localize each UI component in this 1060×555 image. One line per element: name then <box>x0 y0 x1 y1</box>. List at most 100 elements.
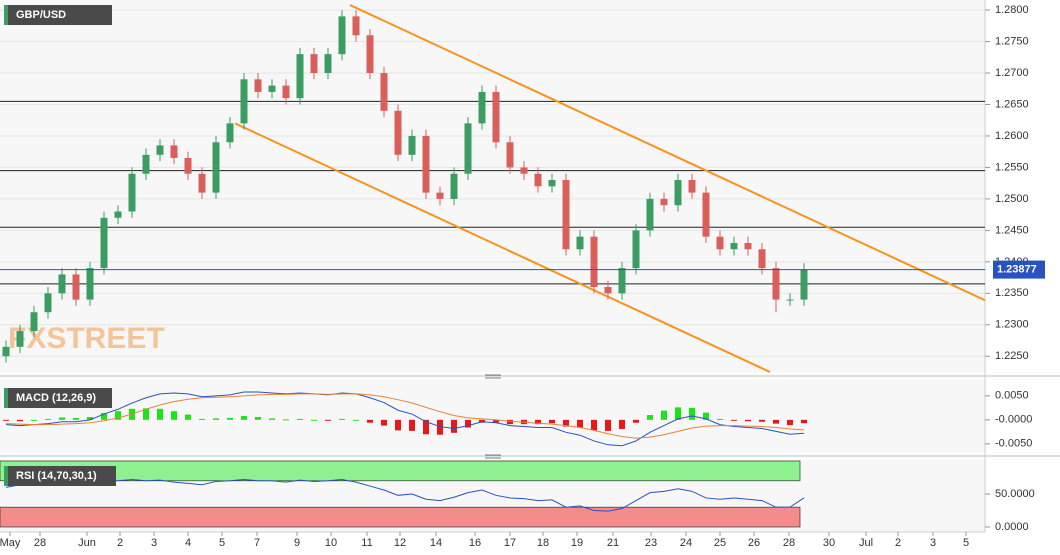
histogram-bar <box>185 414 191 420</box>
candle-body <box>366 35 374 74</box>
histogram-bar <box>3 419 9 421</box>
candle-body <box>72 274 80 300</box>
histogram-bar <box>689 407 695 420</box>
x-tick-label: 14 <box>430 537 442 549</box>
histogram-bar <box>661 410 667 420</box>
histogram-bar <box>703 412 709 420</box>
candle-body <box>436 192 444 199</box>
rsi-band <box>0 460 801 482</box>
histogram-bar <box>353 419 359 421</box>
candle-body <box>800 269 808 300</box>
candle-body <box>184 157 192 174</box>
candle-body <box>730 242 738 250</box>
indicator-label: RSI (14,70,30,1) <box>16 470 97 482</box>
candle-body <box>646 198 654 231</box>
candle-body <box>506 142 514 168</box>
x-tick-label: 2 <box>117 537 123 549</box>
candle-body <box>324 54 332 74</box>
y-tick-label: 1.2600 <box>995 130 1029 142</box>
candle-body <box>562 180 570 250</box>
histogram-bar <box>801 419 807 424</box>
candle-body <box>744 242 752 250</box>
x-tick-label: 11 <box>361 537 372 549</box>
histogram-bar <box>451 419 457 433</box>
trend-line <box>234 122 771 373</box>
x-tick-label: 18 <box>537 537 549 549</box>
candle-body <box>128 173 136 212</box>
y-tick-label: 1.2750 <box>995 35 1029 47</box>
y-tick-label: 1.2800 <box>995 4 1029 16</box>
histogram-bar <box>549 419 555 424</box>
x-tick-label: 10 <box>325 537 337 549</box>
x-tick-label: 3 <box>930 537 936 549</box>
x-tick-label: 26 <box>748 537 760 549</box>
candle-body <box>534 173 542 187</box>
histogram-bar <box>59 417 65 420</box>
histogram-bar <box>493 419 499 423</box>
price-pane <box>0 0 985 372</box>
histogram-bar <box>199 418 205 420</box>
x-tick-label: 5 <box>219 537 225 549</box>
y-tick-label: 0.0000 <box>995 521 1029 533</box>
y-tick-label: 1.2500 <box>995 193 1029 205</box>
histogram-bar <box>101 413 107 420</box>
y-tick-label: 1.2250 <box>995 350 1029 362</box>
candle-body <box>44 293 52 313</box>
histogram-bar <box>745 419 751 422</box>
candle-body <box>590 236 598 288</box>
candle-body <box>772 268 780 300</box>
candle-body <box>618 268 626 294</box>
histogram-bar <box>717 418 723 420</box>
candle-body <box>114 211 122 218</box>
histogram-bar <box>619 419 625 429</box>
histogram-bar <box>675 407 681 420</box>
candle-body <box>352 16 360 36</box>
indicator-label: GBP/USD <box>16 9 66 21</box>
x-tick-label: 24 <box>680 537 692 549</box>
candle-body <box>296 54 304 99</box>
candle-body <box>338 16 346 55</box>
histogram-bar <box>633 419 639 423</box>
candle-body <box>688 180 696 193</box>
x-tick-label: 25 <box>714 537 726 549</box>
histogram-bar <box>227 417 233 420</box>
y-tick-label: 50.0000 <box>995 488 1035 500</box>
x-tick-label: 4 <box>185 537 191 549</box>
candle-body <box>58 274 66 294</box>
candle-body <box>268 85 276 92</box>
x-tick-label: 2 <box>895 537 901 549</box>
x-tick-label: May <box>0 537 21 549</box>
signal-line <box>5 393 805 439</box>
candle-body <box>576 236 584 250</box>
x-tick-label: Jul <box>859 537 873 549</box>
candle-body <box>226 123 234 143</box>
indicator-label-marker <box>4 5 8 25</box>
resize-handle[interactable] <box>485 374 501 459</box>
y-tick-label: -0.0050 <box>995 438 1032 450</box>
indicator-label-box <box>4 466 116 486</box>
histogram-bar <box>283 419 289 421</box>
histogram-bar <box>787 419 793 426</box>
candle-body <box>394 110 402 155</box>
histogram-bar <box>759 419 765 422</box>
histogram-bar <box>297 418 303 420</box>
rsi-line <box>5 478 805 512</box>
indicator-label: MACD (12,26,9) <box>16 392 96 404</box>
histogram-bar <box>241 416 247 420</box>
y-tick-label: 1.2350 <box>995 287 1029 299</box>
candle-body <box>156 145 164 155</box>
candle-body <box>86 268 94 300</box>
histogram-bar <box>465 419 471 428</box>
candle-body <box>408 135 416 155</box>
candle-body <box>660 198 668 206</box>
x-tick-label: 17 <box>504 537 516 549</box>
trend-line <box>349 4 986 302</box>
y-tick-label: 1.2650 <box>995 98 1029 110</box>
y-tick-label: 1.2300 <box>995 319 1029 331</box>
histogram-bar <box>213 418 219 420</box>
histogram-bar <box>563 419 569 427</box>
candle-body <box>604 287 612 294</box>
histogram-bar <box>157 408 163 420</box>
candle-body <box>786 299 794 301</box>
histogram-bar <box>577 419 583 428</box>
